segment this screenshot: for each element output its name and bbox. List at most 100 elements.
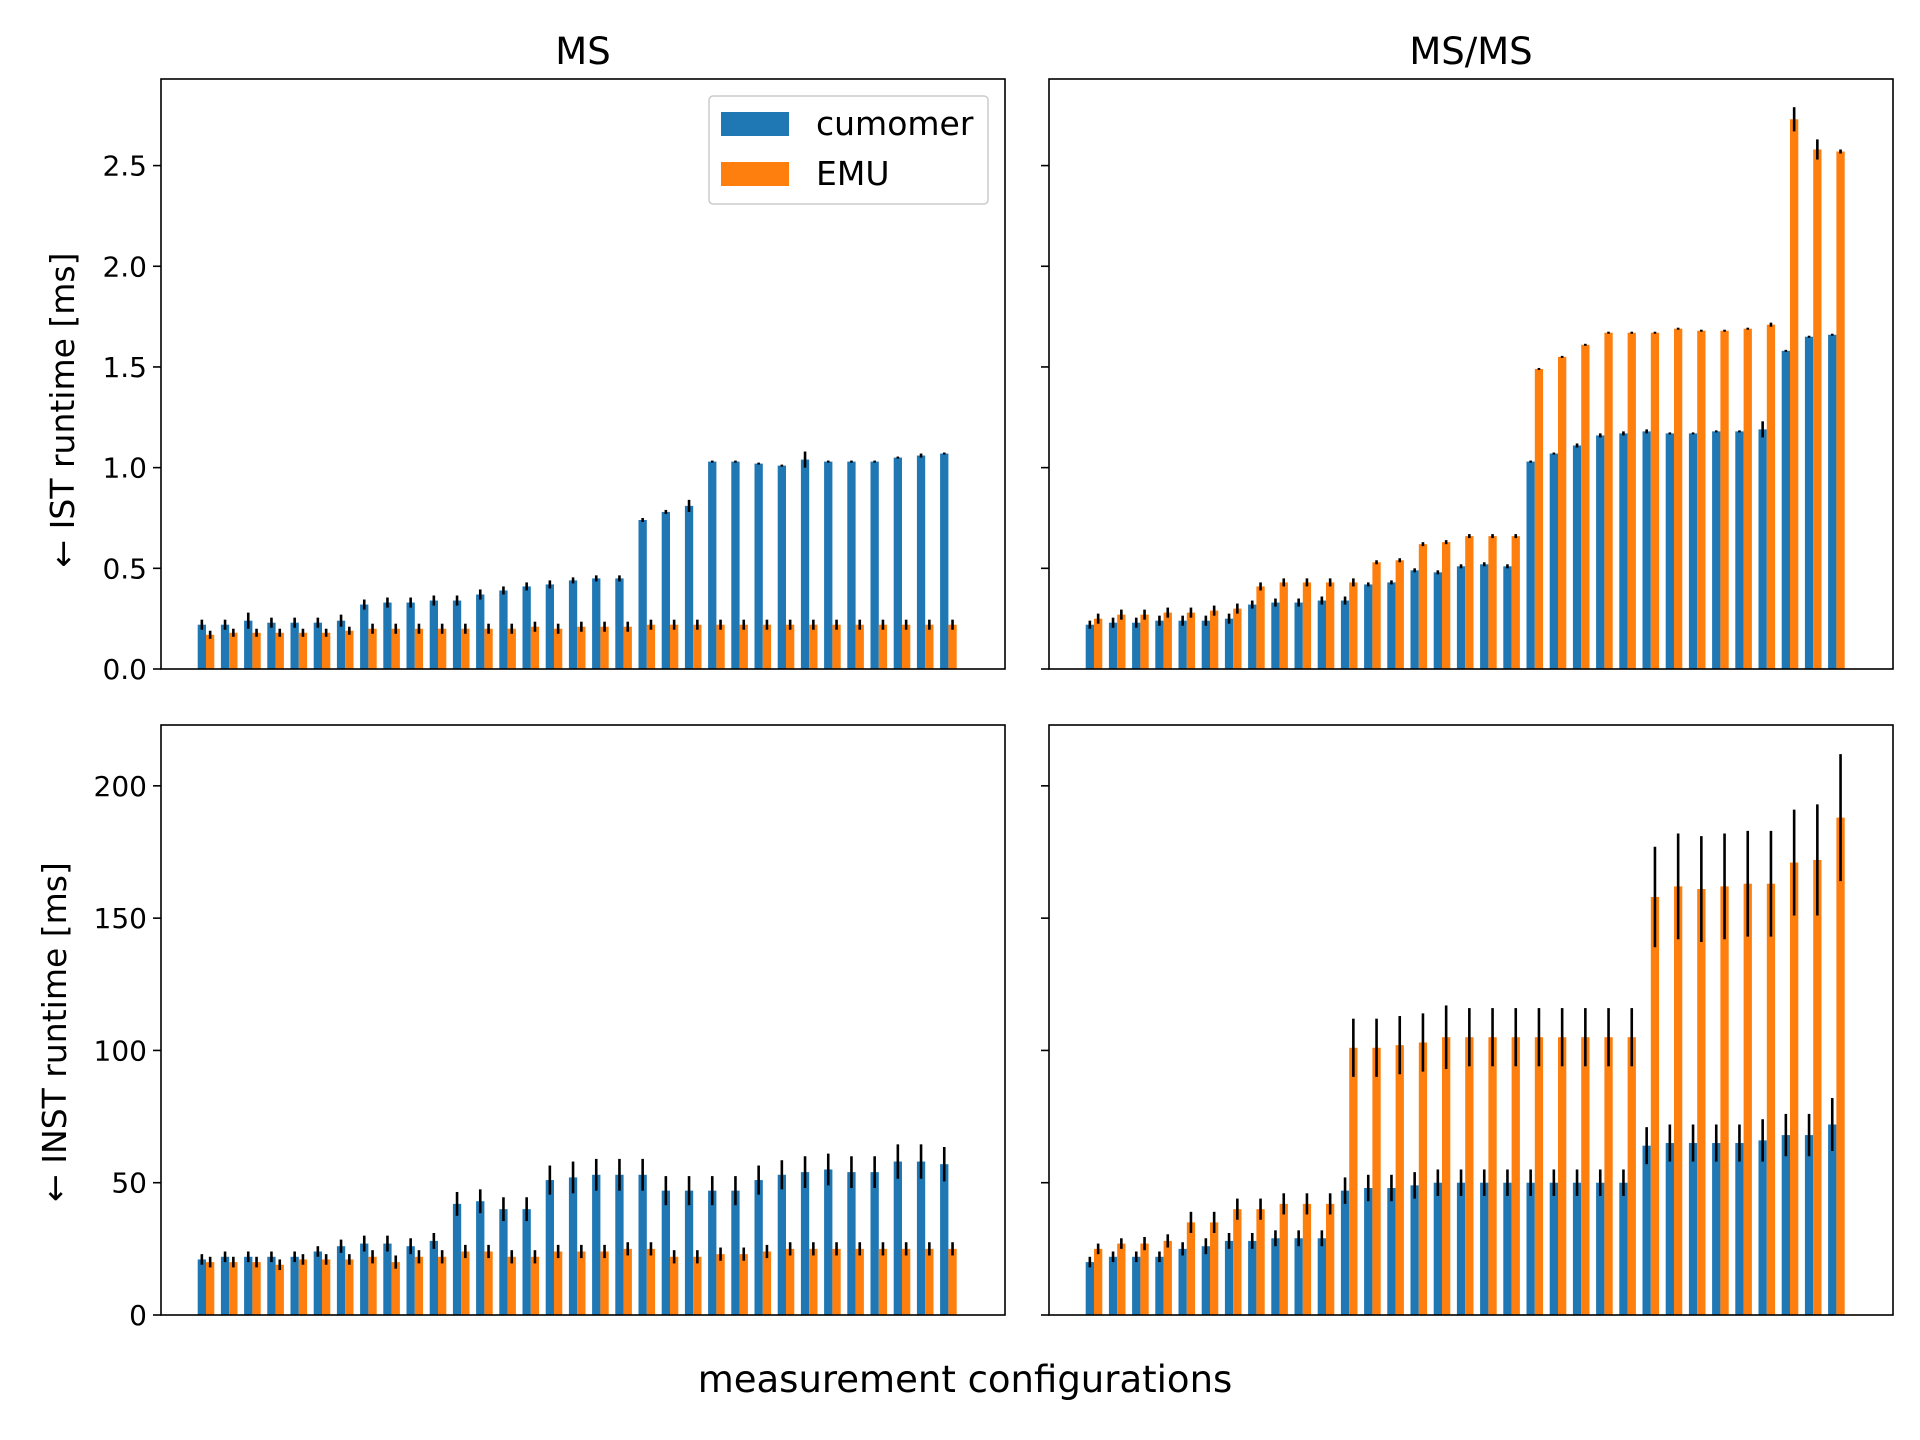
bar-inst-ms-cumomer-10: [406, 1246, 415, 1315]
bar-inst-msms-cumomer-11: [1317, 1238, 1326, 1315]
bar-ist-ms-cumomer-32: [916, 455, 926, 669]
bar-ist-msms-emu-18: [1488, 536, 1497, 669]
legend-label-emu: EMU: [816, 154, 889, 193]
bar-ist-ms-cumomer-13: [476, 594, 485, 669]
bar-inst-msms-cumomer-17: [1456, 1182, 1466, 1315]
bar-inst-ms-emu-20: [646, 1248, 656, 1315]
y-tick-label-inst-ms-1: 50: [111, 1167, 147, 1200]
bar-ist-ms-cumomer-9: [383, 602, 392, 669]
bar-ist-msms-emu-10: [1302, 582, 1312, 669]
bar-ist-msms-emu-14: [1395, 560, 1404, 669]
bar-inst-ms-emu-32: [925, 1248, 934, 1315]
bar-inst-ms-emu-16: [554, 1251, 563, 1315]
bar-ist-ms-cumomer-5: [290, 622, 299, 669]
bar-ist-msms-cumomer-23: [1596, 435, 1605, 669]
bar-inst-ms-emu-7: [345, 1259, 354, 1315]
bar-ist-msms-cumomer-8: [1248, 604, 1257, 669]
bar-ist-ms-emu-31: [902, 624, 911, 669]
bar-inst-ms-emu-6: [322, 1259, 331, 1315]
bar-ist-ms-cumomer-19: [615, 578, 624, 669]
bar-ist-ms-cumomer-15: [522, 586, 531, 669]
panel-ist-msms: [1041, 78, 1894, 670]
bar-ist-ms-cumomer-12: [452, 600, 462, 669]
bar-inst-msms-emu-10: [1302, 1203, 1312, 1315]
bar-ist-ms-emu-30: [878, 624, 888, 669]
bar-ist-msms-emu-6: [1210, 610, 1219, 669]
bar-inst-msms-emu-12: [1349, 1047, 1358, 1315]
bar-inst-msms-cumomer-9: [1271, 1238, 1280, 1315]
bar-inst-msms-cumomer-30: [1758, 1140, 1767, 1315]
bar-ist-msms-emu-30: [1766, 324, 1776, 669]
bar-ist-ms-cumomer-14: [499, 590, 508, 669]
legend-swatch-emu: [721, 162, 789, 186]
bar-inst-msms-cumomer-21: [1549, 1182, 1558, 1315]
bar-ist-ms-emu-8: [368, 628, 377, 669]
bar-ist-msms-emu-31: [1790, 119, 1799, 669]
bar-inst-msms-emu-25: [1650, 896, 1660, 1315]
axes-frame-inst-ms: [160, 724, 1006, 1316]
bar-ist-msms-emu-7: [1233, 608, 1242, 669]
legend: cumomer EMU: [708, 95, 989, 205]
bar-ist-ms-emu-23: [716, 624, 725, 669]
bar-inst-ms-emu-8: [368, 1256, 377, 1315]
bar-ist-msms-emu-16: [1442, 542, 1451, 669]
bar-ist-msms-emu-28: [1720, 330, 1729, 669]
bar-ist-ms-emu-10: [414, 628, 424, 669]
bar-inst-msms-emu-18: [1488, 1037, 1497, 1315]
bar-ist-msms-emu-21: [1558, 356, 1567, 669]
bar-inst-msms-emu-1: [1094, 1248, 1103, 1315]
bar-inst-msms-emu-11: [1326, 1203, 1335, 1315]
bar-inst-ms-cumomer-14: [499, 1209, 508, 1315]
bar-ist-msms-cumomer-24: [1619, 433, 1628, 669]
bar-ist-msms-cumomer-16: [1433, 572, 1442, 669]
bar-ist-ms-cumomer-25: [754, 463, 763, 669]
bar-ist-msms-emu-9: [1279, 582, 1288, 669]
bar-ist-ms-cumomer-6: [313, 622, 322, 669]
bar-ist-msms-cumomer-25: [1642, 431, 1651, 669]
bar-ist-msms-cumomer-4: [1155, 620, 1164, 669]
bar-ist-ms-emu-11: [438, 628, 447, 669]
axes-frame-ist-msms: [1048, 78, 1894, 670]
bar-ist-ms-emu-13: [484, 628, 493, 669]
bar-inst-msms-emu-4: [1163, 1240, 1172, 1315]
bar-inst-msms-emu-9: [1279, 1203, 1288, 1315]
bar-ist-msms-emu-22: [1581, 344, 1590, 669]
bar-ist-ms-emu-27: [809, 624, 818, 669]
bar-ist-msms-cumomer-29: [1735, 431, 1744, 669]
bar-inst-msms-cumomer-18: [1480, 1182, 1489, 1315]
bar-ist-msms-cumomer-30: [1758, 429, 1767, 669]
bar-inst-msms-cumomer-27: [1688, 1143, 1698, 1315]
y-tick-label-ist-ms-0: 0.0: [102, 653, 147, 686]
bar-ist-msms-cumomer-6: [1201, 620, 1210, 669]
bar-ist-ms-emu-28: [832, 624, 841, 669]
bar-ist-ms-cumomer-23: [708, 461, 717, 669]
bar-inst-msms-cumomer-23: [1596, 1182, 1605, 1315]
bar-ist-msms-emu-23: [1604, 332, 1613, 669]
bar-inst-ms-cumomer-29: [847, 1172, 856, 1315]
bar-ist-msms-emu-32: [1813, 149, 1822, 670]
bar-inst-msms-cumomer-14: [1387, 1188, 1396, 1315]
bar-inst-ms-emu-15: [530, 1256, 540, 1315]
bar-ist-ms-cumomer-10: [406, 602, 415, 669]
bar-ist-msms-cumomer-11: [1317, 600, 1326, 669]
bar-inst-msms-emu-22: [1581, 1037, 1590, 1315]
bar-inst-msms-emu-32: [1813, 859, 1822, 1315]
y-tick-label-ist-ms-2: 1.0: [102, 452, 147, 485]
bar-inst-msms-emu-27: [1697, 889, 1706, 1315]
bar-ist-msms-emu-27: [1697, 330, 1706, 669]
bar-ist-ms-emu-1: [206, 634, 215, 669]
bar-ist-msms-cumomer-33: [1828, 334, 1837, 669]
bar-ist-msms-emu-3: [1140, 614, 1149, 669]
bar-ist-msms-cumomer-3: [1132, 622, 1141, 669]
bar-inst-ms-cumomer-32: [916, 1161, 926, 1315]
bar-inst-ms-emu-9: [391, 1262, 400, 1315]
bar-inst-msms-cumomer-4: [1155, 1256, 1164, 1315]
bar-ist-msms-cumomer-28: [1712, 431, 1721, 669]
bar-inst-ms-emu-2: [229, 1262, 238, 1315]
bar-inst-ms-cumomer-15: [522, 1209, 531, 1315]
bar-inst-msms-emu-13: [1372, 1047, 1381, 1315]
bar-inst-msms-cumomer-19: [1503, 1182, 1512, 1315]
bar-inst-msms-cumomer-6: [1201, 1246, 1210, 1315]
bar-ist-msms-cumomer-5: [1178, 620, 1187, 669]
bar-inst-ms-emu-28: [832, 1248, 841, 1315]
